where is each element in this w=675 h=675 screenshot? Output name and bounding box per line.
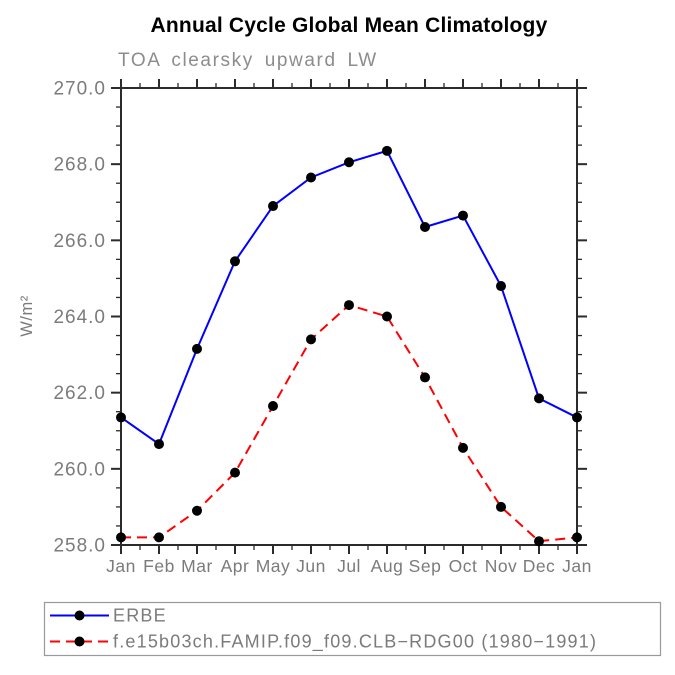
y-tick-label: 260.0 — [53, 459, 106, 480]
data-point-marker — [382, 311, 392, 322]
x-tick-label: Jul — [337, 556, 361, 576]
data-point-marker — [268, 400, 278, 411]
data-point-marker — [344, 157, 354, 168]
x-tick-label: Jan — [106, 556, 136, 576]
chart-subtitle: TOA clearsky upward LW — [118, 50, 378, 71]
data-point-marker — [420, 372, 430, 383]
x-tick-label: Aug — [371, 556, 404, 576]
y-tick-label: 264.0 — [53, 307, 106, 328]
series-line-0 — [120, 149, 578, 446]
data-point-marker — [496, 501, 506, 512]
y-tick-label: 270.0 — [53, 79, 106, 100]
x-tick-label: Jun — [296, 556, 326, 576]
data-point-marker — [116, 532, 126, 543]
data-point-marker — [306, 172, 316, 183]
x-tick-label: Feb — [143, 556, 175, 576]
data-point-marker — [534, 536, 544, 547]
legend-label: ERBE — [113, 606, 167, 626]
y-tick-label: 266.0 — [53, 231, 106, 252]
plot-frame — [120, 87, 578, 546]
data-point-marker — [572, 532, 582, 543]
data-point-marker — [192, 505, 202, 516]
data-point-marker — [154, 439, 164, 450]
legend-label: f.e15b03ch.FAMIP.f09_f09.CLB−RDG00 (1980… — [113, 632, 597, 653]
x-tick-label: Apr — [221, 556, 250, 576]
data-point-marker — [268, 201, 278, 212]
data-point-marker — [572, 412, 582, 423]
legend-swatch-marker — [74, 636, 85, 647]
data-point-marker — [230, 467, 240, 478]
x-tick-label: May — [256, 556, 291, 576]
data-point-marker — [230, 256, 240, 267]
series-line-1 — [121, 303, 578, 543]
x-tick-label: Mar — [181, 556, 213, 576]
x-tick-label: Sep — [409, 556, 442, 576]
data-point-marker — [458, 210, 468, 221]
data-point-marker — [382, 145, 392, 156]
chart-title: Annual Cycle Global Mean Climatology — [150, 14, 548, 37]
data-point-marker — [534, 393, 544, 404]
y-tick-label: 258.0 — [53, 536, 106, 557]
data-point-marker — [306, 334, 316, 345]
x-tick-label: Dec — [523, 556, 556, 576]
legend-swatch-marker — [74, 610, 85, 621]
data-point-marker — [192, 343, 202, 354]
x-tick-label: Oct — [449, 556, 478, 576]
data-point-marker — [344, 300, 354, 311]
y-tick-label: 268.0 — [53, 155, 106, 176]
data-point-marker — [496, 281, 506, 292]
data-point-marker — [154, 532, 164, 543]
data-point-marker — [420, 222, 430, 233]
data-point-marker — [116, 412, 126, 423]
x-tick-label: Jan — [562, 556, 592, 576]
y-axis-title: W/m² — [18, 295, 36, 336]
x-tick-label: Nov — [485, 556, 518, 576]
data-point-marker — [458, 442, 468, 453]
legend-box — [43, 601, 662, 657]
y-tick-label: 262.0 — [53, 383, 106, 404]
